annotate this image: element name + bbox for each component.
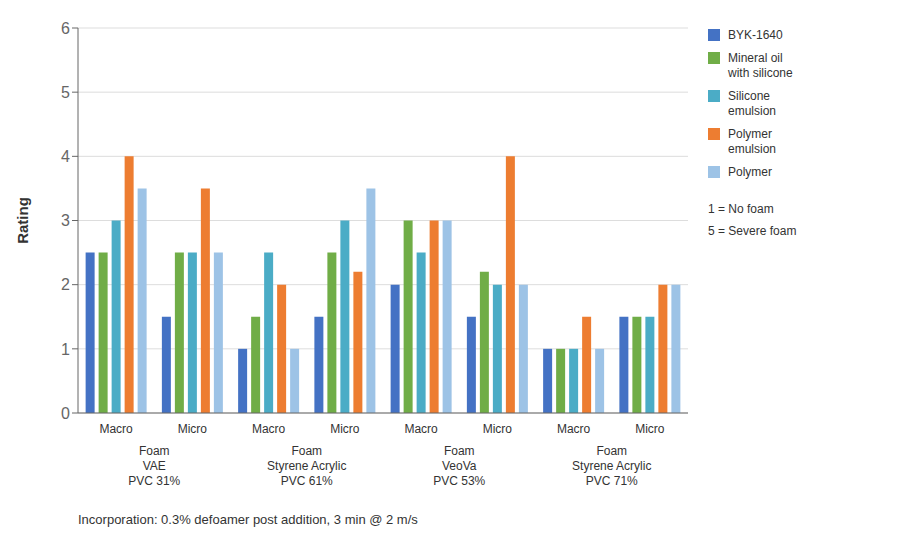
svg-text:Styrene Acrylic: Styrene Acrylic [267, 459, 346, 473]
svg-text:VeoVa: VeoVa [442, 459, 477, 473]
svg-text:Macro: Macro [557, 422, 591, 436]
svg-text:Micro: Micro [178, 422, 208, 436]
svg-text:Micro: Micro [635, 422, 665, 436]
svg-text:Macro: Macro [99, 422, 133, 436]
svg-text:PVC 53%: PVC 53% [433, 474, 485, 488]
html-text:Polymer emulsion: Polymer emulsion [728, 127, 776, 156]
svg-text:PVC 71%: PVC 71% [586, 474, 638, 488]
svg-text:3: 3 [61, 212, 70, 229]
html-text:Silicone emulsion: Silicone emulsion [728, 89, 776, 118]
html-text:Incorporation: 0.3% defoamer p: Incorporation: 0.3% defoamer post additi… [78, 512, 418, 527]
svg-text:2: 2 [61, 276, 70, 293]
html-text:Polymer: Polymer [728, 165, 772, 179]
svg-text:Macro: Macro [404, 422, 438, 436]
html-text:Mineral oil with silicone: Mineral oil with silicone [728, 51, 793, 80]
svg-text:4: 4 [61, 148, 70, 165]
html-text:5 = Severe foam: 5 = Severe foam [708, 224, 797, 238]
html-text:1 = No foam: 1 = No foam [708, 202, 774, 216]
svg-text:1: 1 [61, 341, 70, 358]
svg-text:PVC 31%: PVC 31% [128, 474, 180, 488]
svg-text:Styrene Acrylic: Styrene Acrylic [572, 459, 651, 473]
svg-text:Micro: Micro [483, 422, 513, 436]
svg-text:Macro: Macro [252, 422, 286, 436]
svg-text:Micro: Micro [330, 422, 360, 436]
svg-text:6: 6 [61, 20, 70, 37]
svg-text:Foam: Foam [291, 444, 322, 458]
svg-text:0: 0 [61, 405, 70, 422]
svg-text:Foam: Foam [596, 444, 627, 458]
svg-text:5: 5 [61, 84, 70, 101]
svg-text:Foam: Foam [139, 444, 170, 458]
svg-text:PVC 61%: PVC 61% [281, 474, 333, 488]
svg-text:Rating: Rating [14, 197, 31, 244]
html-text:BYK-1640: BYK-1640 [728, 28, 783, 42]
svg-text:Foam: Foam [444, 444, 475, 458]
svg-text:VAE: VAE [143, 459, 166, 473]
